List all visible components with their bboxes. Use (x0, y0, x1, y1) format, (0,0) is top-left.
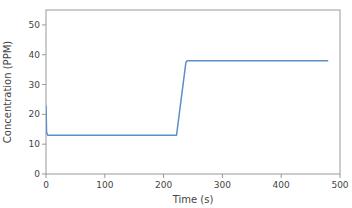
y-axis: 0 10 20 30 40 50 (29, 20, 46, 179)
y-tick (42, 174, 46, 175)
x-tick (340, 174, 341, 178)
chart-svg: 0 100 200 300 400 500 0 10 20 30 40 50 Time (s) Conce… (0, 0, 352, 208)
x-axis-label: Time (s) (172, 194, 214, 205)
x-tick-label: 400 (273, 180, 290, 190)
x-tick-label: 300 (214, 180, 231, 190)
y-tick-label: 10 (29, 139, 41, 149)
y-tick (42, 84, 46, 85)
x-tick-label: 200 (155, 180, 172, 190)
data-group (46, 61, 328, 136)
y-tick (42, 54, 46, 55)
x-tick (281, 174, 282, 178)
y-tick-label: 20 (29, 109, 41, 119)
y-axis-label: Concentration (PPM) (2, 41, 13, 144)
y-tick-label: 0 (34, 169, 40, 179)
x-tick (222, 174, 223, 178)
y-tick-label: 50 (29, 20, 41, 30)
x-tick-label: 100 (96, 180, 113, 190)
x-tick (163, 174, 164, 178)
y-tick-label: 30 (29, 80, 41, 90)
y-tick (42, 114, 46, 115)
y-tick (42, 144, 46, 145)
x-tick-label: 500 (331, 180, 348, 190)
x-tick (46, 174, 47, 178)
y-tick-label: 40 (29, 50, 41, 60)
plot-frame (46, 10, 340, 174)
x-tick (104, 174, 105, 178)
y-tick (42, 24, 46, 25)
x-axis: 0 100 200 300 400 500 (43, 174, 349, 190)
chart-container: 0 100 200 300 400 500 0 10 20 30 40 50 Time (s) Conce… (0, 0, 352, 208)
data-line (46, 61, 328, 136)
x-tick-label: 0 (43, 180, 49, 190)
